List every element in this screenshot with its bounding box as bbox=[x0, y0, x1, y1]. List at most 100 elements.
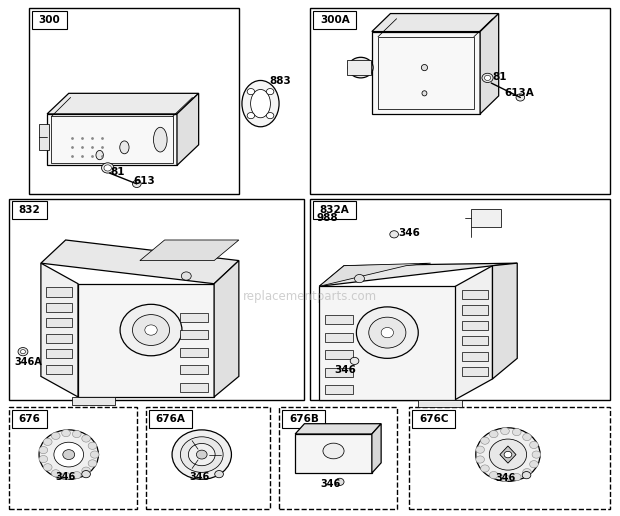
Bar bbox=[180, 348, 208, 357]
Circle shape bbox=[480, 437, 489, 444]
Circle shape bbox=[82, 467, 91, 474]
Circle shape bbox=[51, 432, 60, 440]
Polygon shape bbox=[500, 446, 516, 463]
Polygon shape bbox=[47, 114, 177, 165]
Text: 81: 81 bbox=[111, 167, 125, 176]
Text: 346: 346 bbox=[398, 228, 420, 238]
Polygon shape bbox=[295, 434, 372, 473]
Bar bbox=[9, 407, 137, 509]
Bar bbox=[461, 352, 487, 361]
Text: 676B: 676B bbox=[289, 414, 319, 424]
Polygon shape bbox=[39, 124, 49, 150]
Circle shape bbox=[180, 437, 223, 472]
Bar bbox=[409, 407, 610, 509]
Circle shape bbox=[20, 350, 25, 353]
Bar bbox=[326, 350, 353, 359]
Text: 346: 346 bbox=[320, 479, 340, 490]
Text: 613: 613 bbox=[134, 176, 156, 186]
Circle shape bbox=[63, 449, 74, 460]
Polygon shape bbox=[418, 399, 461, 407]
Polygon shape bbox=[372, 424, 381, 473]
Polygon shape bbox=[372, 31, 480, 114]
Circle shape bbox=[120, 304, 182, 356]
Text: replacementparts.com: replacementparts.com bbox=[243, 290, 377, 303]
Bar bbox=[32, 11, 67, 29]
Polygon shape bbox=[41, 240, 239, 284]
Circle shape bbox=[480, 465, 489, 472]
Circle shape bbox=[39, 430, 99, 479]
Polygon shape bbox=[177, 93, 198, 165]
Circle shape bbox=[133, 315, 170, 346]
Polygon shape bbox=[47, 93, 198, 114]
Ellipse shape bbox=[422, 91, 427, 96]
Ellipse shape bbox=[120, 141, 129, 154]
Circle shape bbox=[350, 357, 359, 364]
Bar bbox=[461, 336, 487, 346]
Circle shape bbox=[39, 446, 48, 454]
Circle shape bbox=[369, 317, 406, 348]
Circle shape bbox=[73, 472, 81, 479]
Circle shape bbox=[523, 469, 531, 476]
Circle shape bbox=[73, 430, 81, 438]
Circle shape bbox=[62, 429, 70, 437]
Bar bbox=[46, 287, 72, 297]
Bar bbox=[46, 303, 72, 312]
Circle shape bbox=[181, 272, 191, 280]
Polygon shape bbox=[319, 263, 517, 286]
Circle shape bbox=[489, 430, 498, 438]
Polygon shape bbox=[455, 266, 492, 399]
Circle shape bbox=[482, 73, 493, 83]
Bar bbox=[282, 410, 326, 428]
Polygon shape bbox=[295, 424, 381, 434]
Bar bbox=[180, 382, 208, 392]
Circle shape bbox=[522, 472, 531, 479]
Polygon shape bbox=[51, 117, 172, 163]
Circle shape bbox=[247, 89, 255, 95]
Text: 346: 346 bbox=[495, 473, 516, 483]
Bar bbox=[12, 410, 47, 428]
Bar bbox=[46, 334, 72, 343]
Bar bbox=[29, 8, 239, 194]
Circle shape bbox=[489, 439, 526, 470]
Circle shape bbox=[82, 435, 91, 442]
Text: 676C: 676C bbox=[419, 414, 448, 424]
Polygon shape bbox=[78, 284, 214, 397]
Bar bbox=[46, 364, 72, 374]
Circle shape bbox=[51, 470, 60, 477]
Circle shape bbox=[476, 446, 484, 453]
Circle shape bbox=[43, 464, 52, 471]
Circle shape bbox=[504, 452, 512, 458]
Circle shape bbox=[348, 57, 373, 78]
Polygon shape bbox=[319, 263, 431, 286]
Bar bbox=[461, 367, 487, 376]
Circle shape bbox=[353, 61, 368, 74]
Bar bbox=[180, 330, 208, 340]
Circle shape bbox=[247, 112, 255, 119]
Ellipse shape bbox=[242, 80, 279, 127]
Bar bbox=[46, 349, 72, 358]
Ellipse shape bbox=[96, 151, 104, 160]
Circle shape bbox=[355, 275, 365, 283]
Bar bbox=[326, 315, 353, 325]
Circle shape bbox=[172, 430, 231, 479]
Polygon shape bbox=[41, 263, 78, 397]
Circle shape bbox=[18, 348, 28, 356]
Text: 832: 832 bbox=[19, 205, 40, 215]
Bar bbox=[412, 410, 455, 428]
Circle shape bbox=[54, 442, 84, 467]
Polygon shape bbox=[214, 261, 239, 397]
Circle shape bbox=[489, 472, 498, 479]
Polygon shape bbox=[492, 263, 517, 379]
Circle shape bbox=[102, 163, 114, 173]
Bar bbox=[461, 305, 487, 315]
Text: 300: 300 bbox=[38, 15, 60, 25]
Circle shape bbox=[88, 460, 97, 467]
Ellipse shape bbox=[323, 443, 344, 459]
Text: 81: 81 bbox=[492, 72, 507, 82]
Circle shape bbox=[529, 441, 538, 448]
Circle shape bbox=[501, 475, 509, 482]
Text: 832A: 832A bbox=[320, 205, 350, 215]
Circle shape bbox=[484, 75, 490, 80]
Bar bbox=[146, 407, 270, 509]
Text: 676A: 676A bbox=[156, 414, 186, 424]
